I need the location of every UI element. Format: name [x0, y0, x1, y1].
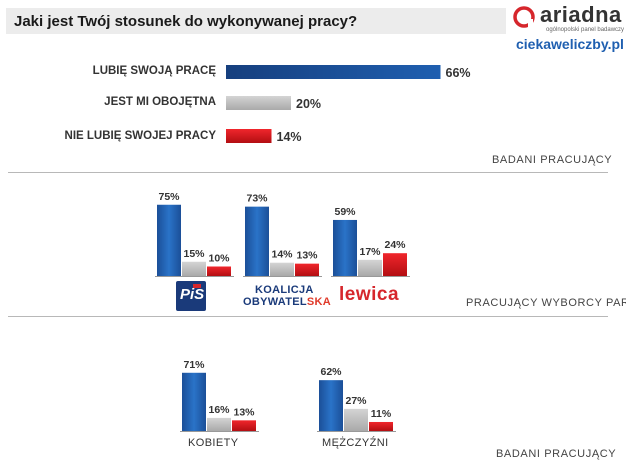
party-bar-2-dislike [383, 253, 407, 276]
overall-category-label-2: NIE LUBIĘ SWOJEJ PRACY [64, 130, 216, 142]
overall-bar-dislike [226, 129, 272, 143]
party-value-label-1-dislike: 13% [296, 250, 318, 262]
party-name-ko-line2-part2: SKA [306, 296, 332, 308]
gender-value-label-1-like: 62% [320, 366, 342, 378]
party-bar-0-like [157, 204, 181, 276]
overall-bar-like [226, 65, 441, 79]
gender-value-label-0-dislike: 13% [233, 406, 255, 418]
party-bar-0-neutral [182, 261, 206, 276]
gender-bar-0-like [182, 372, 206, 431]
overall-value-label-dislike: 14% [277, 130, 302, 144]
party-bar-0-dislike [207, 266, 231, 276]
gender-bar-1-neutral [344, 408, 368, 431]
party-value-label-0-dislike: 10% [208, 253, 230, 265]
logo-text: ariadna [540, 2, 622, 27]
party-bar-1-neutral [270, 262, 294, 276]
party-name-ko-line2: OBYWATELSKA [243, 296, 331, 308]
section-label-overall: BADANI PRACUJĄCY [492, 154, 613, 166]
divider [8, 172, 608, 173]
gender-bar-1-dislike [369, 421, 393, 431]
party-bar-2-neutral [358, 259, 382, 276]
ariadna-logo-icon [513, 6, 535, 28]
party-value-label-1-like: 73% [246, 193, 268, 205]
party-value-label-2-dislike: 24% [384, 239, 406, 251]
title-bar: Jaki jest Twój stosunek do wykonywanej p… [6, 8, 506, 34]
section-label-parties: PRACUJĄCY WYBORCY PARTII [466, 297, 626, 309]
overall-category-label-1: JEST MI OBOJĘTNA [104, 96, 216, 108]
website-link[interactable]: ciekaweliczby.pl [516, 36, 624, 52]
gender-value-label-0-like: 71% [183, 359, 205, 371]
party-name-pis: PiS [180, 286, 205, 303]
party-name-ko-line1: KOALICJA [255, 284, 314, 296]
overall-bar-neutral [226, 96, 291, 110]
chart-title: Jaki jest Twój stosunek do wykonywanej p… [14, 13, 358, 30]
party-value-label-0-like: 75% [158, 191, 180, 203]
party-value-label-2-like: 59% [334, 206, 356, 218]
overall-category-label-0: LUBIĘ SWOJĄ PRACĘ [92, 65, 216, 77]
party-value-label-0-neutral: 15% [183, 248, 205, 260]
party-value-label-1-neutral: 14% [271, 249, 293, 261]
party-logo-pis: PiS [176, 281, 206, 311]
gender-bar-0-dislike [232, 420, 256, 431]
party-bar-1-dislike [295, 263, 319, 276]
overall-value-label-like: 66% [446, 66, 471, 80]
gender-value-label-0-neutral: 16% [208, 404, 230, 416]
gender-label-women: KOBIETY [188, 437, 239, 449]
logo-tagline: ogólnopolski panel badawczy [546, 27, 625, 33]
party-name-ko-line2-part1: OBYWATEL [243, 296, 307, 308]
party-bar-2-like [333, 219, 357, 276]
party-bar-1-like [245, 206, 269, 276]
gender-value-label-1-dislike: 11% [371, 408, 392, 420]
gender-bar-0-neutral [207, 417, 231, 431]
gender-value-label-1-neutral: 27% [345, 395, 367, 407]
overall-value-label-neutral: 20% [296, 97, 321, 111]
section-label-gender: BADANI PRACUJĄCY [496, 448, 617, 460]
party-name-lewica: lewica [339, 284, 400, 305]
pis-flag-icon [193, 284, 201, 288]
gender-label-men: MĘŻCZYŹNI [322, 437, 389, 449]
party-value-label-2-neutral: 17% [359, 246, 381, 258]
gender-bar-1-like [319, 380, 343, 431]
divider [8, 316, 608, 317]
